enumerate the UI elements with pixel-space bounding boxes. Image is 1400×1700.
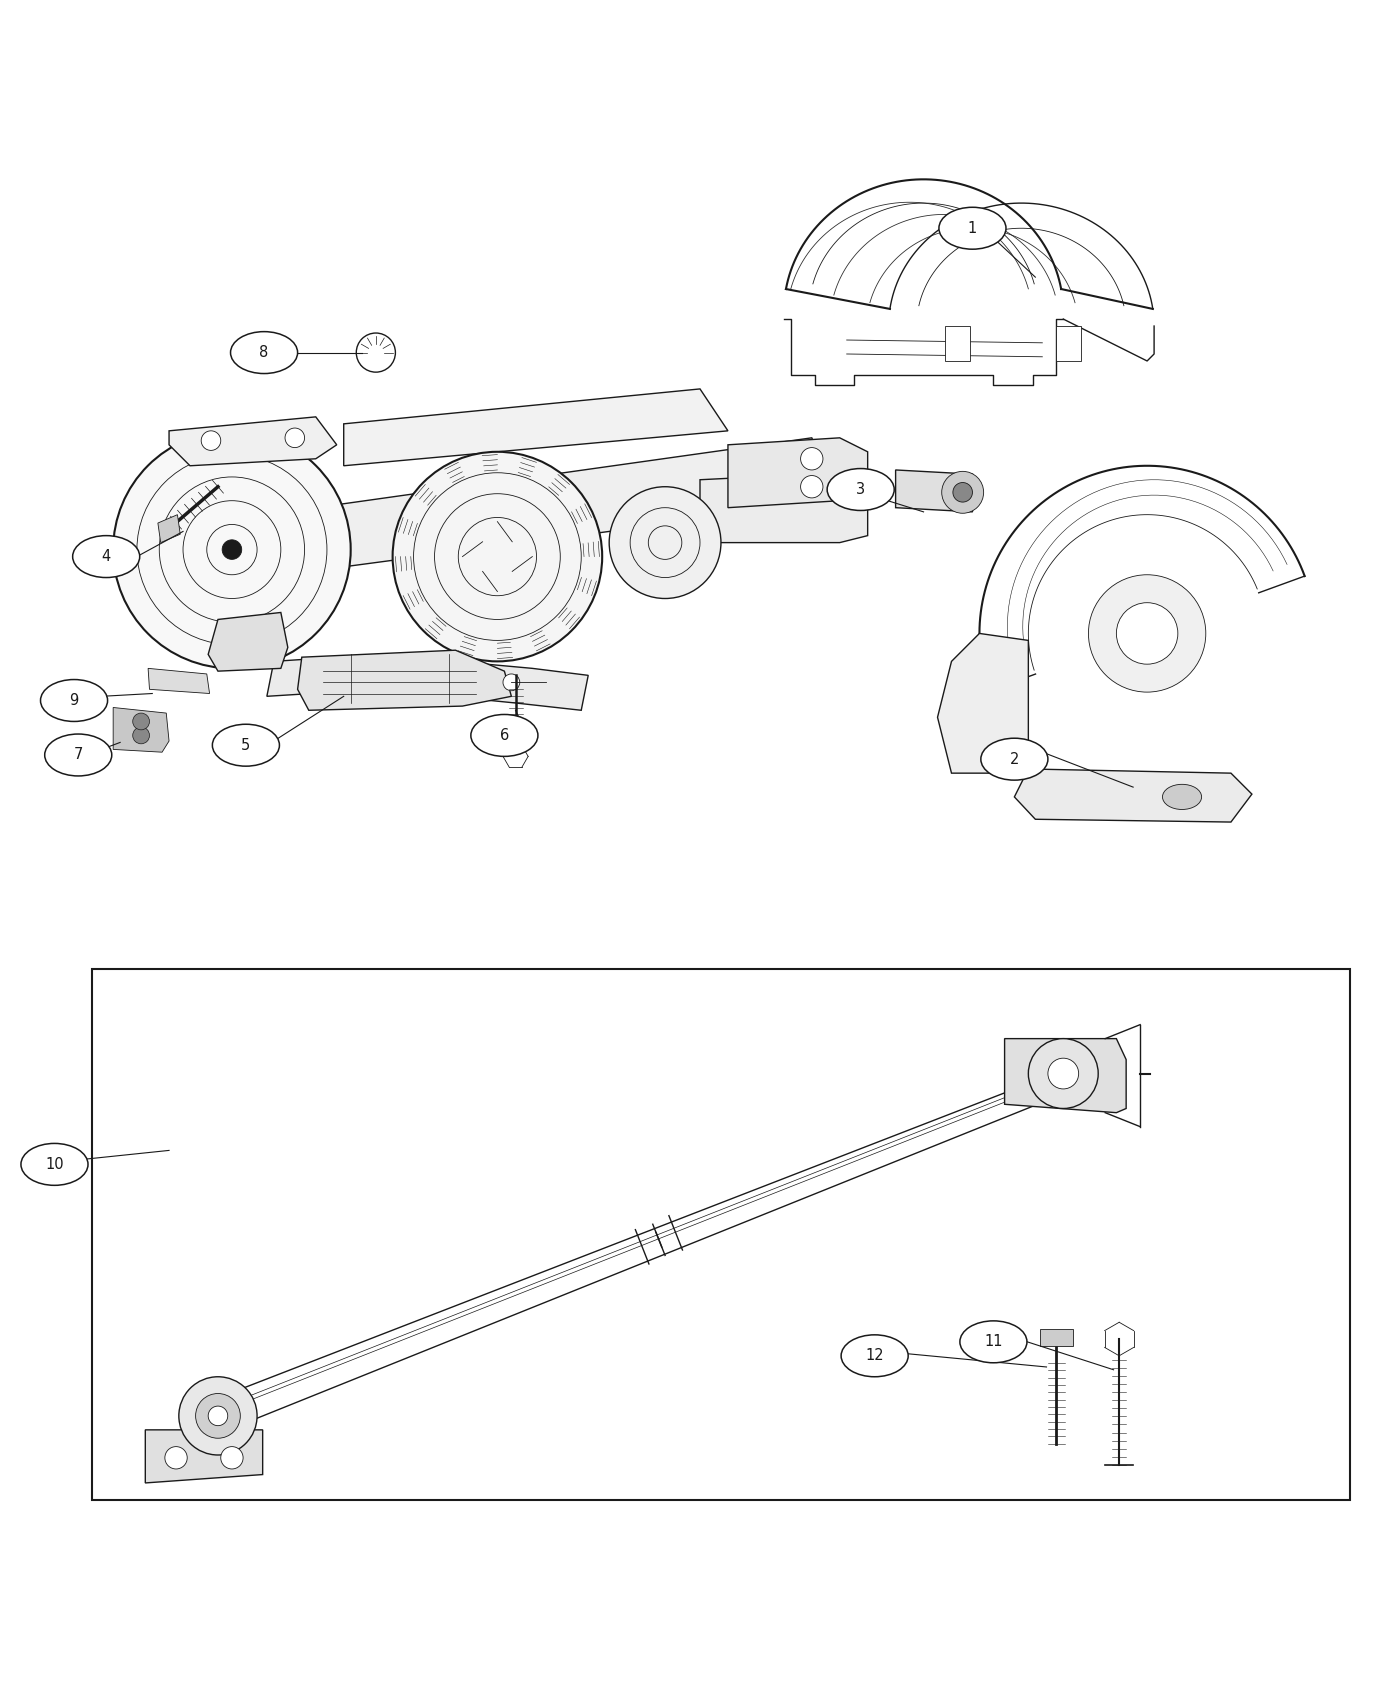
Text: 6: 6 bbox=[500, 728, 510, 743]
Polygon shape bbox=[700, 473, 868, 542]
Polygon shape bbox=[945, 326, 970, 360]
Ellipse shape bbox=[231, 332, 298, 374]
Polygon shape bbox=[1056, 326, 1081, 360]
Text: 8: 8 bbox=[259, 345, 269, 360]
Circle shape bbox=[1088, 575, 1205, 692]
Ellipse shape bbox=[213, 724, 280, 767]
Polygon shape bbox=[896, 469, 973, 512]
Ellipse shape bbox=[41, 680, 108, 721]
Circle shape bbox=[113, 430, 350, 668]
Ellipse shape bbox=[21, 1144, 88, 1185]
Circle shape bbox=[133, 728, 150, 745]
Text: 5: 5 bbox=[241, 738, 251, 753]
Text: 9: 9 bbox=[70, 694, 78, 707]
Text: 4: 4 bbox=[102, 549, 111, 564]
Ellipse shape bbox=[960, 1321, 1028, 1363]
Ellipse shape bbox=[827, 469, 895, 510]
Text: 1: 1 bbox=[967, 221, 977, 236]
Circle shape bbox=[196, 1394, 241, 1438]
Polygon shape bbox=[148, 668, 210, 694]
Ellipse shape bbox=[939, 207, 1007, 250]
Circle shape bbox=[609, 486, 721, 598]
Ellipse shape bbox=[981, 738, 1049, 780]
Ellipse shape bbox=[470, 714, 538, 756]
Circle shape bbox=[392, 452, 602, 661]
Polygon shape bbox=[267, 654, 588, 711]
Circle shape bbox=[223, 541, 242, 559]
Polygon shape bbox=[316, 439, 840, 571]
Ellipse shape bbox=[360, 359, 391, 369]
Polygon shape bbox=[1015, 768, 1252, 823]
Ellipse shape bbox=[1162, 784, 1201, 809]
Polygon shape bbox=[146, 1430, 263, 1482]
Circle shape bbox=[801, 476, 823, 498]
Polygon shape bbox=[1040, 1329, 1072, 1346]
Circle shape bbox=[165, 1447, 188, 1469]
Polygon shape bbox=[158, 515, 181, 542]
Text: 12: 12 bbox=[865, 1348, 883, 1363]
Circle shape bbox=[356, 333, 395, 372]
Polygon shape bbox=[113, 707, 169, 751]
Polygon shape bbox=[728, 439, 868, 508]
Circle shape bbox=[286, 428, 305, 447]
Ellipse shape bbox=[841, 1334, 909, 1377]
Circle shape bbox=[179, 1377, 258, 1455]
Circle shape bbox=[801, 447, 823, 469]
Circle shape bbox=[1116, 604, 1177, 665]
Polygon shape bbox=[209, 612, 288, 672]
Text: 2: 2 bbox=[1009, 751, 1019, 767]
Polygon shape bbox=[938, 634, 1029, 774]
Bar bbox=[92, 969, 1350, 1499]
Circle shape bbox=[221, 1447, 244, 1469]
Text: 10: 10 bbox=[45, 1158, 64, 1171]
Polygon shape bbox=[169, 416, 337, 466]
Circle shape bbox=[1049, 1057, 1078, 1090]
Circle shape bbox=[133, 712, 150, 729]
Circle shape bbox=[942, 471, 984, 513]
Circle shape bbox=[209, 1406, 228, 1426]
Ellipse shape bbox=[45, 734, 112, 775]
Circle shape bbox=[202, 430, 221, 451]
Text: 7: 7 bbox=[74, 748, 83, 763]
Text: 11: 11 bbox=[984, 1334, 1002, 1350]
Circle shape bbox=[503, 673, 519, 690]
Ellipse shape bbox=[73, 536, 140, 578]
Text: 3: 3 bbox=[857, 483, 865, 496]
Circle shape bbox=[953, 483, 973, 502]
Polygon shape bbox=[298, 649, 511, 711]
Circle shape bbox=[1029, 1039, 1098, 1108]
Polygon shape bbox=[344, 389, 728, 466]
Polygon shape bbox=[1005, 1039, 1126, 1114]
